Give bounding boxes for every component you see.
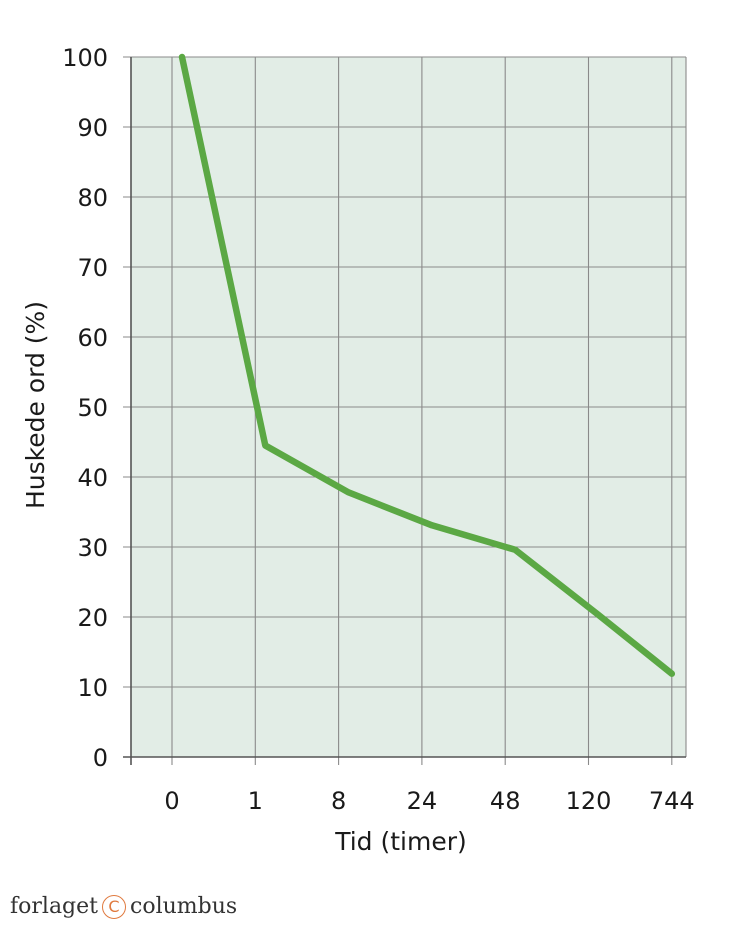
x-tick-label-120: 120 — [566, 787, 612, 815]
y-tick-label-50: 50 — [77, 394, 108, 422]
x-tick-label-0: 0 — [164, 787, 179, 815]
x-tick-labels: 0 1 8 24 48 120 744 — [164, 787, 694, 815]
copyright-c-icon: C — [102, 894, 126, 919]
y-tick-label-60: 60 — [77, 324, 108, 352]
series-line-0 — [178, 53, 676, 677]
axes — [123, 57, 686, 765]
y-tick-label-70: 70 — [77, 254, 108, 282]
y-tick-labels: 0 10 20 30 40 50 60 70 80 90 100 — [62, 44, 108, 772]
x-axis-title: Tid (timer) — [334, 827, 467, 856]
publisher-name-left: forlaget — [10, 894, 98, 919]
x-tick-label-744: 744 — [649, 787, 695, 815]
y-tick-label-40: 40 — [77, 464, 108, 492]
x-tick-label-1: 1 — [248, 787, 263, 815]
y-tick-label-80: 80 — [77, 184, 108, 212]
x-tick-label-24: 24 — [407, 787, 438, 815]
y-axis-title: Huskede ord (%) — [21, 301, 50, 509]
y-tick-label-10: 10 — [77, 674, 108, 702]
y-tick-label-20: 20 — [77, 604, 108, 632]
y-tick-label-0: 0 — [93, 744, 108, 772]
y-tick-label-90: 90 — [77, 114, 108, 142]
publisher-logo: forlaget C columbus — [10, 894, 237, 919]
y-tick-label-30: 30 — [77, 534, 108, 562]
y-tick-label-100: 100 — [62, 44, 108, 72]
x-tick-label-8: 8 — [331, 787, 346, 815]
series-group — [178, 53, 676, 677]
publisher-name-right: columbus — [130, 894, 238, 919]
x-tick-label-48: 48 — [490, 787, 521, 815]
